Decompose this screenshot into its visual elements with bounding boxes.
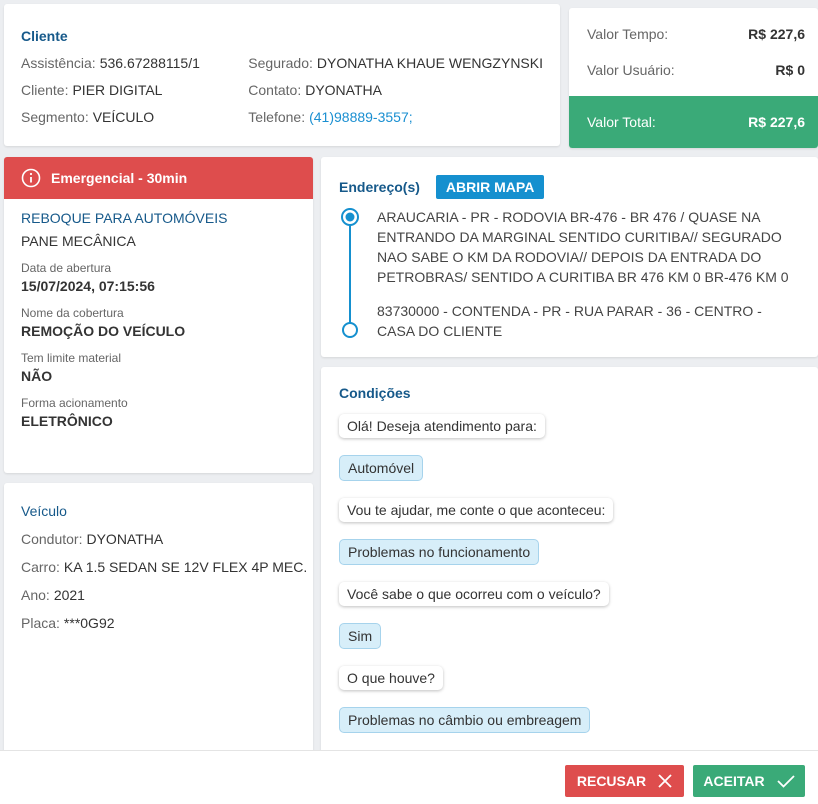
client-left: Assistência: 536.67288115/1 Cliente: PIER D… bbox=[21, 44, 248, 125]
field-label: Condutor: bbox=[21, 531, 83, 547]
question-bubble: Você sabe o que ocorreu com o veículo? bbox=[339, 582, 609, 606]
question-row: Vou te ajudar, me conte o que aconteceu: bbox=[339, 498, 800, 539]
emergency-badge: Emergencial - 30min bbox=[4, 157, 313, 199]
field-label: Ano: bbox=[21, 587, 50, 603]
field: Carro: KA 1.5 SEDAN SE 12V FLEX 4P MEC. bbox=[21, 559, 307, 575]
question-row: O que houve? bbox=[339, 666, 800, 707]
value-label: Valor Tempo: bbox=[587, 26, 669, 42]
field-label: Segmento: bbox=[21, 109, 89, 125]
dialog: Olá! Deseja atendimento para: Automóvel Vo… bbox=[339, 414, 800, 750]
values-card: Valor Tempo: R$ 227,6 Valor Usuário: R$ 0 V… bbox=[569, 8, 818, 148]
total-row: Valor Total: R$ 227,6 bbox=[569, 96, 818, 148]
field: Contato: DYONATHA bbox=[248, 82, 543, 98]
total-value: R$ 227,6 bbox=[748, 114, 805, 130]
reject-button[interactable]: RECUSAR bbox=[565, 765, 684, 797]
field: Placa: ***0G92 bbox=[21, 615, 296, 631]
conditions-title: Condições bbox=[339, 385, 411, 401]
total-label: Valor Total: bbox=[587, 114, 656, 130]
answer-bubble: Automóvel bbox=[339, 455, 424, 481]
service-title: REBOQUE PARA AUTOMÓVEIS bbox=[21, 210, 228, 226]
question-bubble: Olá! Deseja atendimento para: bbox=[339, 414, 545, 438]
reject-label: RECUSAR bbox=[576, 773, 647, 789]
value-rows: Valor Tempo: R$ 227,6 Valor Usuário: R$ 0 bbox=[569, 8, 818, 88]
detail-value: NÃO bbox=[21, 368, 53, 384]
check-icon bbox=[776, 775, 795, 788]
address-header: Endereço(s) ABRIR MAPA bbox=[339, 175, 800, 199]
answer-bubble: Problemas no funcionamento bbox=[339, 539, 540, 565]
answer-bubble: Problemas no câmbio ou embreagem bbox=[339, 707, 591, 733]
field-label: Cliente: bbox=[21, 82, 69, 98]
field: Segmento: VEÍCULO bbox=[21, 109, 248, 125]
field-value: ***0G92 bbox=[63, 615, 115, 631]
detail-value: 15/07/2024, 07:15:56 bbox=[21, 278, 155, 294]
badge-text: Emergencial - 30min bbox=[51, 170, 188, 186]
answer-row: Problemas no funcionamento bbox=[339, 539, 800, 582]
service-subtitle: PANE MECÂNICA bbox=[21, 233, 136, 249]
vehicle-fields: Condutor: DYONATHA Carro: KA 1.5 SEDAN SE 1… bbox=[21, 531, 307, 631]
client-right: Segurado: DYONATHA KHAUE WENGZYNSKI Contat… bbox=[248, 44, 543, 125]
service-body: REBOQUE PARA AUTOMÓVEIS PANE MECÂNICA Da… bbox=[4, 199, 313, 440]
address-stops: ARAUCARIA - PR - RODOVIA BR-476 - BR 476… bbox=[377, 207, 800, 341]
answer-bubble: Sim bbox=[339, 623, 382, 649]
value-amount: R$ 227,6 bbox=[748, 26, 805, 42]
detail-label: Tem limite material bbox=[21, 351, 122, 365]
info-icon bbox=[21, 168, 41, 188]
answer-row: Automóvel bbox=[339, 455, 800, 498]
value-row: Valor Tempo: R$ 227,6 bbox=[587, 16, 805, 52]
vehicle-title: Veículo bbox=[21, 503, 67, 519]
client-fields: Assistência: 536.67288115/1 Cliente: PIER D… bbox=[21, 44, 543, 125]
x-icon bbox=[658, 774, 672, 788]
accept-button[interactable]: ACEITAR bbox=[693, 765, 805, 797]
field-label: Carro: bbox=[21, 559, 60, 575]
detail-value: REMOÇÃO DO VEÍCULO bbox=[21, 323, 186, 339]
address-stop: ARAUCARIA - PR - RODOVIA BR-476 - BR 476… bbox=[377, 209, 789, 285]
field-label: Segurado: bbox=[248, 55, 313, 71]
field-value: VEÍCULO bbox=[92, 109, 155, 125]
value-row: Valor Usuário: R$ 0 bbox=[587, 52, 805, 88]
field-value: DYONATHA bbox=[305, 82, 382, 98]
detail-value: ELETRÔNICO bbox=[21, 413, 113, 429]
field: Segurado: DYONATHA KHAUE WENGZYNSKI bbox=[248, 55, 543, 71]
field-value: PIER DIGITAL bbox=[72, 82, 163, 98]
detail-label: Nome da cobertura bbox=[21, 306, 124, 320]
vehicle-card: Veículo Condutor: DYONATHA Carro: KA 1.5 SE… bbox=[4, 483, 313, 753]
field: Ano: 2021 bbox=[21, 587, 296, 603]
accept-label: ACEITAR bbox=[703, 773, 765, 789]
question-bubble: O que houve? bbox=[339, 666, 443, 690]
answer-row: Sim bbox=[339, 623, 800, 666]
field-label: Telefone: bbox=[248, 109, 306, 125]
field: Assistência: 536.67288115/1 bbox=[21, 55, 248, 71]
field-value[interactable]: (41)98889-3557; bbox=[309, 109, 413, 125]
field-value: KA 1.5 SEDAN SE 12V FLEX 4P MEC. bbox=[63, 559, 308, 575]
field-value: 2021 bbox=[53, 587, 85, 603]
service-details: Data de abertura 15/07/2024, 07:15:56 Nome… bbox=[21, 261, 296, 429]
service-card: Emergencial - 30min REBOQUE PARA AUTOMÓV… bbox=[4, 157, 313, 473]
question-row: Você sabe o que ocorreu com o veículo? bbox=[339, 582, 800, 623]
address-title: Endereço(s) bbox=[339, 179, 420, 195]
detail-label: Data de abertura bbox=[21, 261, 112, 275]
client-card: Cliente Assistência: 536.67288115/1 Client… bbox=[4, 4, 560, 146]
address-stop: 83730000 - CONTENDA - PR - RUA PARAR - 3… bbox=[377, 303, 762, 339]
question-row: Olá! Deseja atendimento para: bbox=[339, 414, 800, 455]
question-bubble: Vou te ajudar, me conte o que aconteceu: bbox=[339, 498, 614, 522]
field-label: Contato: bbox=[248, 82, 302, 98]
field-value: DYONATHA KHAUE WENGZYNSKI bbox=[316, 55, 543, 71]
address-timeline bbox=[341, 208, 359, 338]
value-label: Valor Usuário: bbox=[587, 62, 675, 78]
field-label: Assistência: bbox=[21, 55, 96, 71]
field-label: Placa: bbox=[21, 615, 60, 631]
open-map-button[interactable]: ABRIR MAPA bbox=[435, 175, 545, 199]
client-title: Cliente bbox=[21, 28, 68, 44]
conditions-card: Condições Olá! Deseja atendimento para: A… bbox=[321, 367, 818, 767]
value-amount: R$ 0 bbox=[775, 62, 805, 78]
field-value: DYONATHA bbox=[86, 531, 164, 547]
answer-row: Problemas no câmbio ou embreagem bbox=[339, 707, 800, 750]
detail-label: Forma acionamento bbox=[21, 396, 128, 410]
field: Condutor: DYONATHA bbox=[21, 531, 296, 547]
field: Cliente: PIER DIGITAL bbox=[21, 82, 248, 98]
address-card: Endereço(s) ABRIR MAPA ARAUCARIA - PR - … bbox=[321, 157, 818, 357]
field-value: 536.67288115/1 bbox=[99, 55, 200, 71]
field: Telefone: (41)98889-3557; bbox=[248, 109, 543, 125]
